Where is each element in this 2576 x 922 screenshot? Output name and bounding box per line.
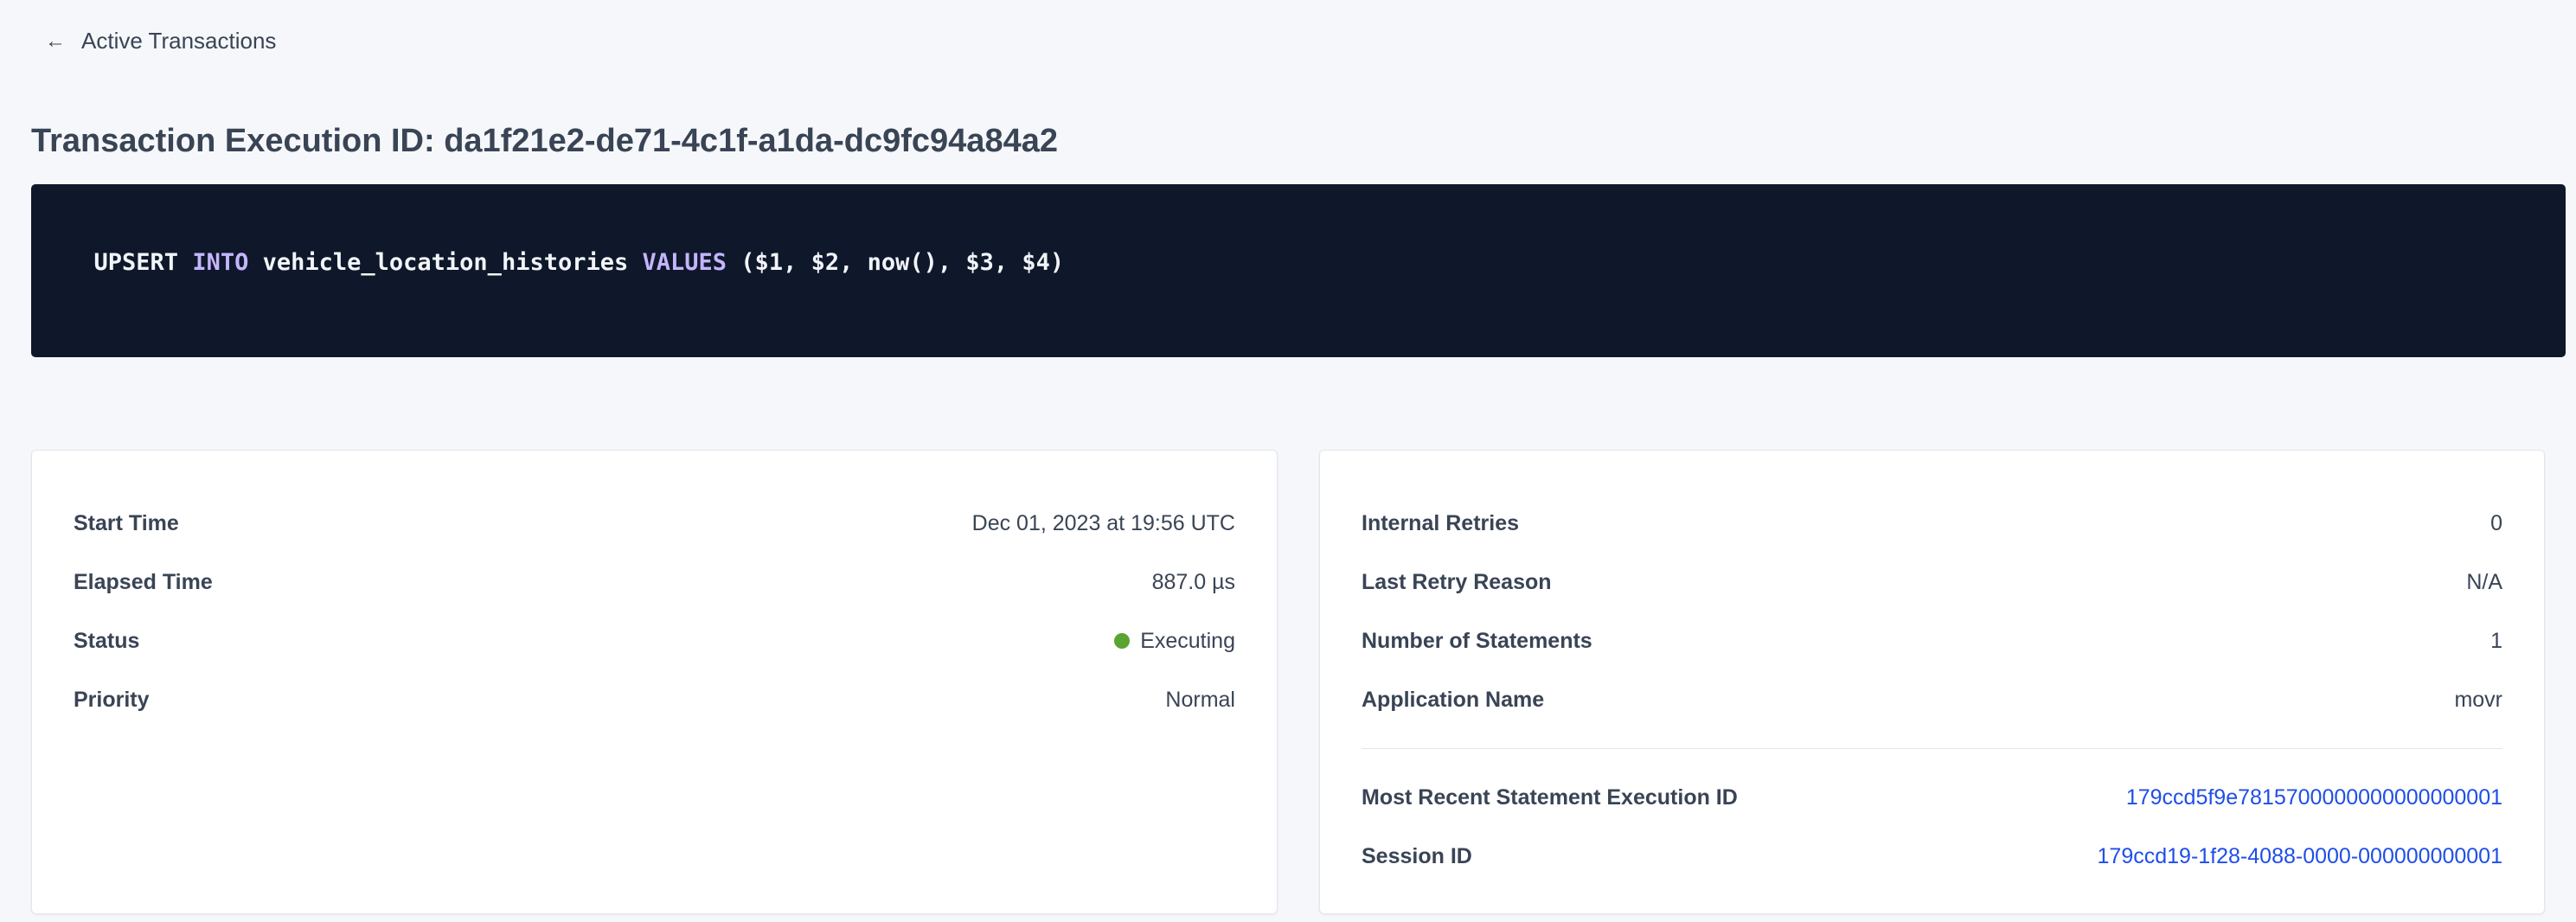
detail-row-start-time: Start Time Dec 01, 2023 at 19:56 UTC xyxy=(74,494,1235,553)
detail-label: Most Recent Statement Execution ID xyxy=(1362,784,1738,810)
detail-value: movr xyxy=(2454,687,2502,712)
detail-label: Last Retry Reason xyxy=(1362,569,1552,594)
sql-keyword: INTO xyxy=(192,249,249,276)
sql-token: UPSERT xyxy=(93,249,193,276)
detail-row-elapsed-time: Elapsed Time 887.0 µs xyxy=(74,553,1235,611)
divider xyxy=(1362,748,2502,749)
detail-value: 1 xyxy=(2490,628,2502,653)
back-link-label: Active Transactions xyxy=(81,28,277,54)
detail-label: Elapsed Time xyxy=(74,569,213,594)
detail-row-application-name: Application Name movr xyxy=(1362,670,2502,729)
detail-label: Session ID xyxy=(1362,843,1472,868)
transaction-details-card: Start Time Dec 01, 2023 at 19:56 UTC Ela… xyxy=(31,450,1278,914)
sql-statement-block: UPSERT INTO vehicle_location_histories V… xyxy=(31,184,2566,357)
detail-label: Priority xyxy=(74,687,150,712)
statement-execution-id-link[interactable]: 179ccd5f9e7815700000000000000001 xyxy=(2125,784,2502,810)
back-to-active-transactions-link[interactable]: ← Active Transactions xyxy=(45,28,276,54)
detail-label: Number of Statements xyxy=(1362,628,1592,653)
status-indicator: Executing xyxy=(1114,629,1235,654)
detail-value: Normal xyxy=(1165,687,1235,712)
detail-value: 887.0 µs xyxy=(1151,569,1235,594)
detail-label: Start Time xyxy=(74,510,179,535)
detail-row-last-retry-reason: Last Retry Reason N/A xyxy=(1362,553,2502,611)
sql-token: vehicle_location_histories xyxy=(248,249,643,276)
sql-keyword: VALUES xyxy=(642,249,727,276)
detail-row-priority: Priority Normal xyxy=(74,670,1235,729)
session-id-link[interactable]: 179ccd19-1f28-4088-0000-000000000001 xyxy=(2097,843,2502,868)
detail-row-statement-execution-id: Most Recent Statement Execution ID 179cc… xyxy=(1362,768,2502,827)
page-title: Transaction Execution ID: da1f21e2-de71-… xyxy=(31,123,1058,159)
sql-token: ($1, $2, now(), $3, $4) xyxy=(727,249,1065,276)
detail-row-number-of-statements: Number of Statements 1 xyxy=(1362,611,2502,670)
arrow-left-icon: ← xyxy=(45,29,66,53)
detail-row-internal-retries: Internal Retries 0 xyxy=(1362,494,2502,553)
detail-value: N/A xyxy=(2466,569,2502,594)
transaction-stats-card: Internal Retries 0 Last Retry Reason N/A… xyxy=(1319,450,2545,914)
detail-label: Application Name xyxy=(1362,687,1545,712)
detail-value: Dec 01, 2023 at 19:56 UTC xyxy=(971,510,1235,535)
detail-label: Internal Retries xyxy=(1362,510,1520,535)
detail-label: Status xyxy=(74,628,140,653)
status-value: Executing xyxy=(1140,628,1235,653)
status-dot-icon xyxy=(1114,633,1131,649)
detail-value: 0 xyxy=(2490,510,2502,535)
detail-row-session-id: Session ID 179ccd19-1f28-4088-0000-00000… xyxy=(1362,827,2502,886)
detail-row-status: Status Executing xyxy=(74,611,1235,670)
